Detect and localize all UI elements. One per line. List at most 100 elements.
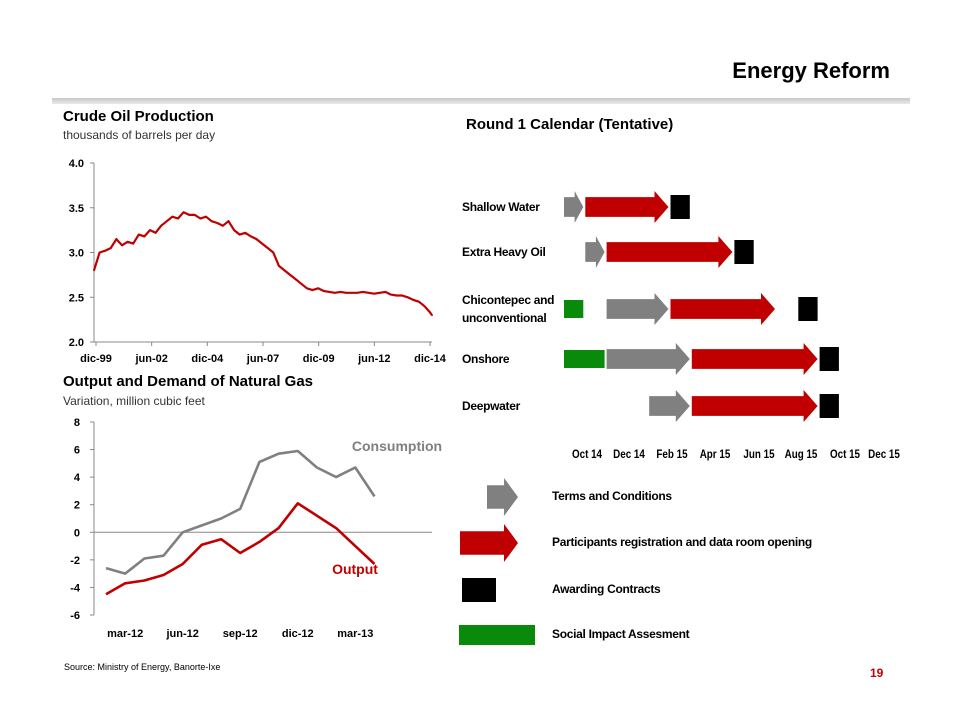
oil-data-point	[121, 244, 123, 247]
calendar-month-label: Aug 15	[785, 448, 818, 461]
oil-x-tick-label: dic-04	[191, 353, 224, 365]
calendar-gray-arrow	[606, 293, 669, 325]
oil-data-point	[283, 269, 286, 272]
oil-data-point	[221, 224, 224, 227]
oil-data-point	[406, 296, 409, 299]
oil-data-point	[93, 269, 95, 272]
gas-x-tick-label: mar-13	[337, 628, 373, 640]
oil-data-point	[431, 314, 433, 317]
calendar-red-arrow	[606, 236, 733, 268]
oil-data-point	[137, 233, 140, 236]
calendar-gray-arrow	[585, 236, 605, 268]
oil-data-point	[289, 273, 291, 276]
round1-calendar-chart: Oct 14 Dec 14 Feb 15 Apr 15 Jun 15 Aug 15 Oct …	[459, 191, 900, 645]
gas-y-tick-label: -4	[70, 582, 81, 594]
oil-y-tick-label: 3.5	[69, 203, 84, 215]
gas-chart-title: Output and Demand of Natural Gas	[63, 373, 314, 390]
oil-data-point	[261, 242, 263, 245]
calendar-gray-arrow	[649, 390, 690, 422]
legend-label: Social Impact Assesment	[552, 627, 690, 641]
legend-black-box	[462, 578, 496, 602]
page-number: 19	[870, 666, 884, 680]
oil-data-point	[188, 214, 191, 216]
calendar-red-arrow	[585, 191, 669, 223]
oil-y-tick-label: 4.0	[69, 158, 84, 170]
oil-data-point	[216, 222, 219, 224]
oil-data-point	[154, 231, 157, 234]
oil-x-tick-label: jun-07	[246, 353, 279, 365]
oil-data-point	[171, 215, 174, 218]
calendar-row-label: Onshore	[462, 350, 510, 368]
oil-data-point	[165, 220, 168, 223]
gas-series-label: Output	[332, 561, 378, 577]
oil-x-tick-label: jun-12	[357, 353, 390, 365]
gas-x-tick-label: mar-12	[107, 628, 143, 640]
oil-production-chart: 4.0 3.5 3.0 2.5 2.0 dic-99 jun-02 dic-04 jun-07 d…	[69, 158, 447, 365]
title-divider	[52, 98, 910, 104]
oil-x-tick-label: jun-02	[134, 353, 167, 365]
gas-x-tick-label: sep-12	[223, 628, 258, 640]
calendar-month-label: Oct 14	[572, 448, 603, 461]
oil-data-point	[300, 282, 303, 285]
oil-y-tick-label: 3.0	[69, 248, 84, 260]
calendar-month-label: Dec 14	[613, 448, 646, 461]
oil-data-point	[266, 247, 269, 249]
natural-gas-chart: 8 6 4 2 0 -2 -4 -6 mar-12 jun-12 sep-12 dic-12 mar-1…	[70, 417, 442, 640]
gas-series-consumption-line	[105, 449, 376, 575]
calendar-row-label-line: unconventional	[462, 311, 547, 325]
oil-data-point	[333, 291, 336, 294]
oil-data-point	[115, 238, 118, 240]
oil-data-point	[233, 229, 235, 232]
calendar-month-label: Dec 15	[868, 448, 900, 461]
legend-red-arrow	[460, 524, 518, 562]
oil-y-tick-label: 2.5	[69, 292, 84, 304]
oil-data-point	[345, 291, 347, 294]
gas-series-label: Consumption	[352, 438, 442, 454]
legend-label: Participants registration and data room …	[552, 535, 812, 549]
calendar-row-label: Chicontepec and unconventional	[462, 291, 554, 327]
calendar-black-box	[798, 297, 818, 321]
oil-data-point	[177, 217, 179, 220]
calendar-gray-arrow	[564, 191, 584, 223]
oil-data-point	[272, 251, 275, 254]
gas-y-tick-label: 2	[74, 500, 80, 512]
calendar-row-label-line: Shallow Water	[462, 200, 540, 214]
oil-data-point	[210, 220, 213, 223]
calendar-green-box	[564, 350, 605, 368]
oil-x-tick-label: dic-14	[414, 353, 447, 365]
calendar-row-label-line: Extra Heavy Oil	[462, 245, 546, 259]
oil-data-point	[401, 294, 404, 297]
oil-data-point	[373, 292, 376, 295]
oil-data-point	[255, 238, 258, 240]
oil-data-point	[412, 299, 415, 301]
calendar-red-arrow	[691, 390, 818, 422]
calendar-month-label: Oct 15	[830, 448, 860, 461]
legend-label: Terms and Conditions	[552, 489, 672, 503]
oil-data-point	[143, 235, 146, 238]
calendar-month-label: Apr 15	[700, 448, 731, 461]
oil-data-point	[132, 242, 135, 245]
oil-data-point	[294, 278, 297, 281]
calendar-row-label: Shallow Water	[462, 198, 540, 216]
oil-data-point	[339, 290, 342, 293]
calendar-black-box	[734, 240, 754, 264]
legend-label: Awarding Contracts	[552, 582, 661, 596]
calendar-row-label-line: Onshore	[462, 352, 510, 366]
oil-data-point	[160, 224, 163, 227]
oil-data-point	[367, 291, 370, 294]
oil-data-point	[193, 214, 196, 216]
page-title: Energy Reform	[732, 58, 890, 83]
calendar-title: Round 1 Calendar (Tentative)	[466, 116, 674, 133]
gas-series-output-line	[105, 501, 376, 596]
oil-data-point	[317, 287, 319, 290]
gas-y-tick-label: 4	[74, 472, 81, 484]
calendar-row-label-line: Deepwater	[462, 399, 520, 413]
oil-data-point	[395, 294, 398, 297]
oil-data-point	[182, 211, 185, 214]
calendar-row-label: Extra Heavy Oil	[462, 243, 546, 261]
oil-x-tick-label: dic-09	[303, 353, 335, 365]
oil-data-point	[277, 265, 280, 267]
oil-data-point	[126, 240, 129, 243]
oil-data-point	[199, 217, 202, 220]
oil-y-tick-label: 2.0	[69, 337, 84, 349]
